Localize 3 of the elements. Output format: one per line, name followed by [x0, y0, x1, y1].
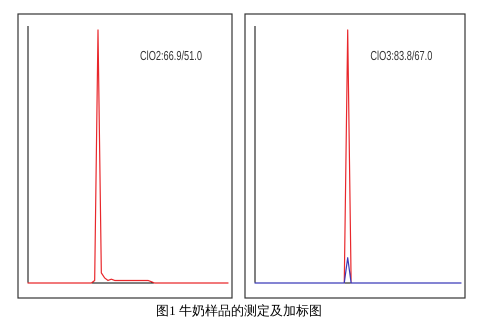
- annotation: ClO2:66.9/51.0: [140, 48, 228, 63]
- annotation: ClO3:83.8/67.0: [370, 48, 458, 63]
- caption: 图1 牛奶样品的测定及加标图: [156, 303, 322, 318]
